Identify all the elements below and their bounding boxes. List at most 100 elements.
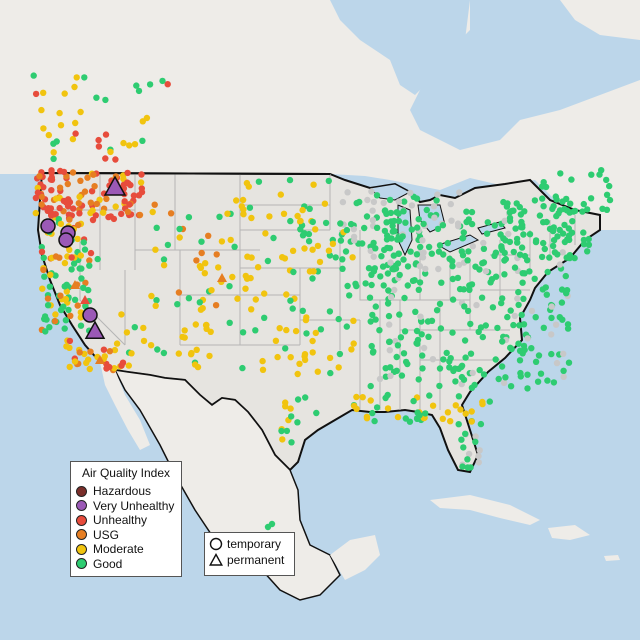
monitor-marker — [551, 249, 559, 256]
monitor-marker — [326, 354, 334, 362]
usg-swatch — [76, 529, 87, 541]
good-swatch — [76, 558, 87, 570]
monitor-marker — [175, 350, 182, 357]
monitor-marker — [543, 218, 550, 226]
monitor-marker — [452, 378, 459, 385]
monitor-marker — [351, 237, 358, 244]
monitor-marker — [187, 351, 195, 358]
monitor-marker — [68, 266, 75, 273]
monitor-marker — [532, 314, 539, 321]
monitor-marker — [366, 294, 374, 301]
monitor-marker — [377, 273, 384, 280]
monitor-marker — [521, 346, 528, 354]
monitor-marker — [316, 258, 324, 266]
monitor-marker — [335, 315, 342, 323]
monitor-marker — [446, 255, 453, 262]
legend-label: Unhealthy — [93, 513, 148, 528]
monitor-marker — [548, 314, 555, 322]
monitor-marker — [372, 245, 379, 252]
permanent-monitor-marker — [80, 295, 90, 304]
monitor-marker — [268, 520, 276, 528]
monitor-marker — [159, 77, 166, 85]
legend-label: Moderate — [93, 542, 144, 557]
monitor-marker — [294, 370, 301, 378]
monitor-marker — [561, 221, 568, 229]
monitor-marker — [283, 427, 291, 435]
monitor-marker — [489, 304, 497, 311]
monitor-marker — [537, 370, 545, 377]
monitor-marker — [398, 372, 406, 379]
monitor-marker — [393, 353, 400, 361]
monitor-marker — [548, 350, 555, 358]
monitor-marker — [435, 265, 442, 273]
monitor-marker — [379, 263, 387, 270]
monitor-marker — [549, 242, 557, 250]
monitor-marker — [515, 340, 522, 347]
monitor-marker — [520, 231, 527, 238]
monitor-marker — [452, 402, 459, 409]
monitor-marker — [401, 294, 408, 302]
monitor-marker — [198, 238, 205, 245]
monitor-marker — [386, 245, 394, 252]
monitor-marker — [261, 314, 268, 321]
monitor-marker — [174, 301, 181, 308]
monitor-marker — [569, 218, 576, 225]
monitor-marker — [215, 264, 222, 271]
monitor-marker — [32, 90, 40, 98]
monitor-marker — [151, 201, 158, 208]
monitor-marker — [75, 221, 82, 229]
puerto-rico-landmass — [604, 555, 620, 561]
monitor-marker — [346, 292, 353, 299]
monitor-marker — [422, 410, 429, 417]
monitor-marker — [339, 198, 347, 206]
monitor-marker — [353, 393, 360, 401]
monitor-marker — [278, 427, 285, 435]
monitor-marker — [516, 357, 524, 364]
monitor-marker — [554, 233, 561, 240]
monitor-marker — [454, 220, 462, 227]
monitor-marker — [429, 356, 437, 363]
monitor-marker — [280, 210, 288, 217]
monitor-marker — [218, 238, 226, 245]
monitor-marker — [384, 391, 391, 399]
monitor-marker — [524, 335, 531, 342]
monitor-marker — [389, 222, 396, 230]
monitor-marker — [603, 191, 611, 198]
monitor-marker — [94, 255, 101, 263]
monitor-marker — [420, 220, 427, 228]
monitor-marker — [337, 220, 344, 227]
monitor-marker — [466, 286, 473, 293]
greenland-landmass — [560, 0, 640, 40]
monitor-marker — [74, 235, 81, 243]
monitor-marker — [461, 337, 469, 344]
monitor-marker — [312, 329, 319, 337]
monitor-marker — [350, 340, 357, 347]
monitor-marker — [106, 363, 113, 371]
monitor-marker — [385, 287, 392, 294]
monitor-marker — [118, 210, 125, 218]
monitor-marker — [387, 294, 395, 301]
monitor-marker — [56, 204, 63, 212]
monitor-marker — [270, 234, 277, 242]
monitor-marker — [48, 187, 55, 194]
monitor-marker — [472, 438, 479, 445]
monitor-marker — [444, 239, 451, 247]
monitor-marker — [463, 208, 470, 215]
monitor-marker — [440, 251, 447, 258]
monitor-marker — [140, 324, 147, 332]
monitor-marker — [294, 212, 301, 220]
monitor-marker — [194, 363, 202, 371]
monitor-marker — [259, 366, 267, 373]
monitor-marker — [558, 286, 566, 293]
monitor-marker — [245, 183, 252, 190]
monitor-marker — [85, 286, 92, 294]
monitor-marker — [460, 286, 467, 293]
monitor-marker — [136, 211, 144, 219]
monitor-marker — [314, 242, 322, 250]
monitor-marker — [437, 325, 445, 332]
monitor-marker — [473, 301, 480, 309]
monitor-marker — [436, 242, 444, 249]
temporary-monitor-marker — [82, 307, 98, 323]
monitor-marker — [259, 357, 266, 365]
